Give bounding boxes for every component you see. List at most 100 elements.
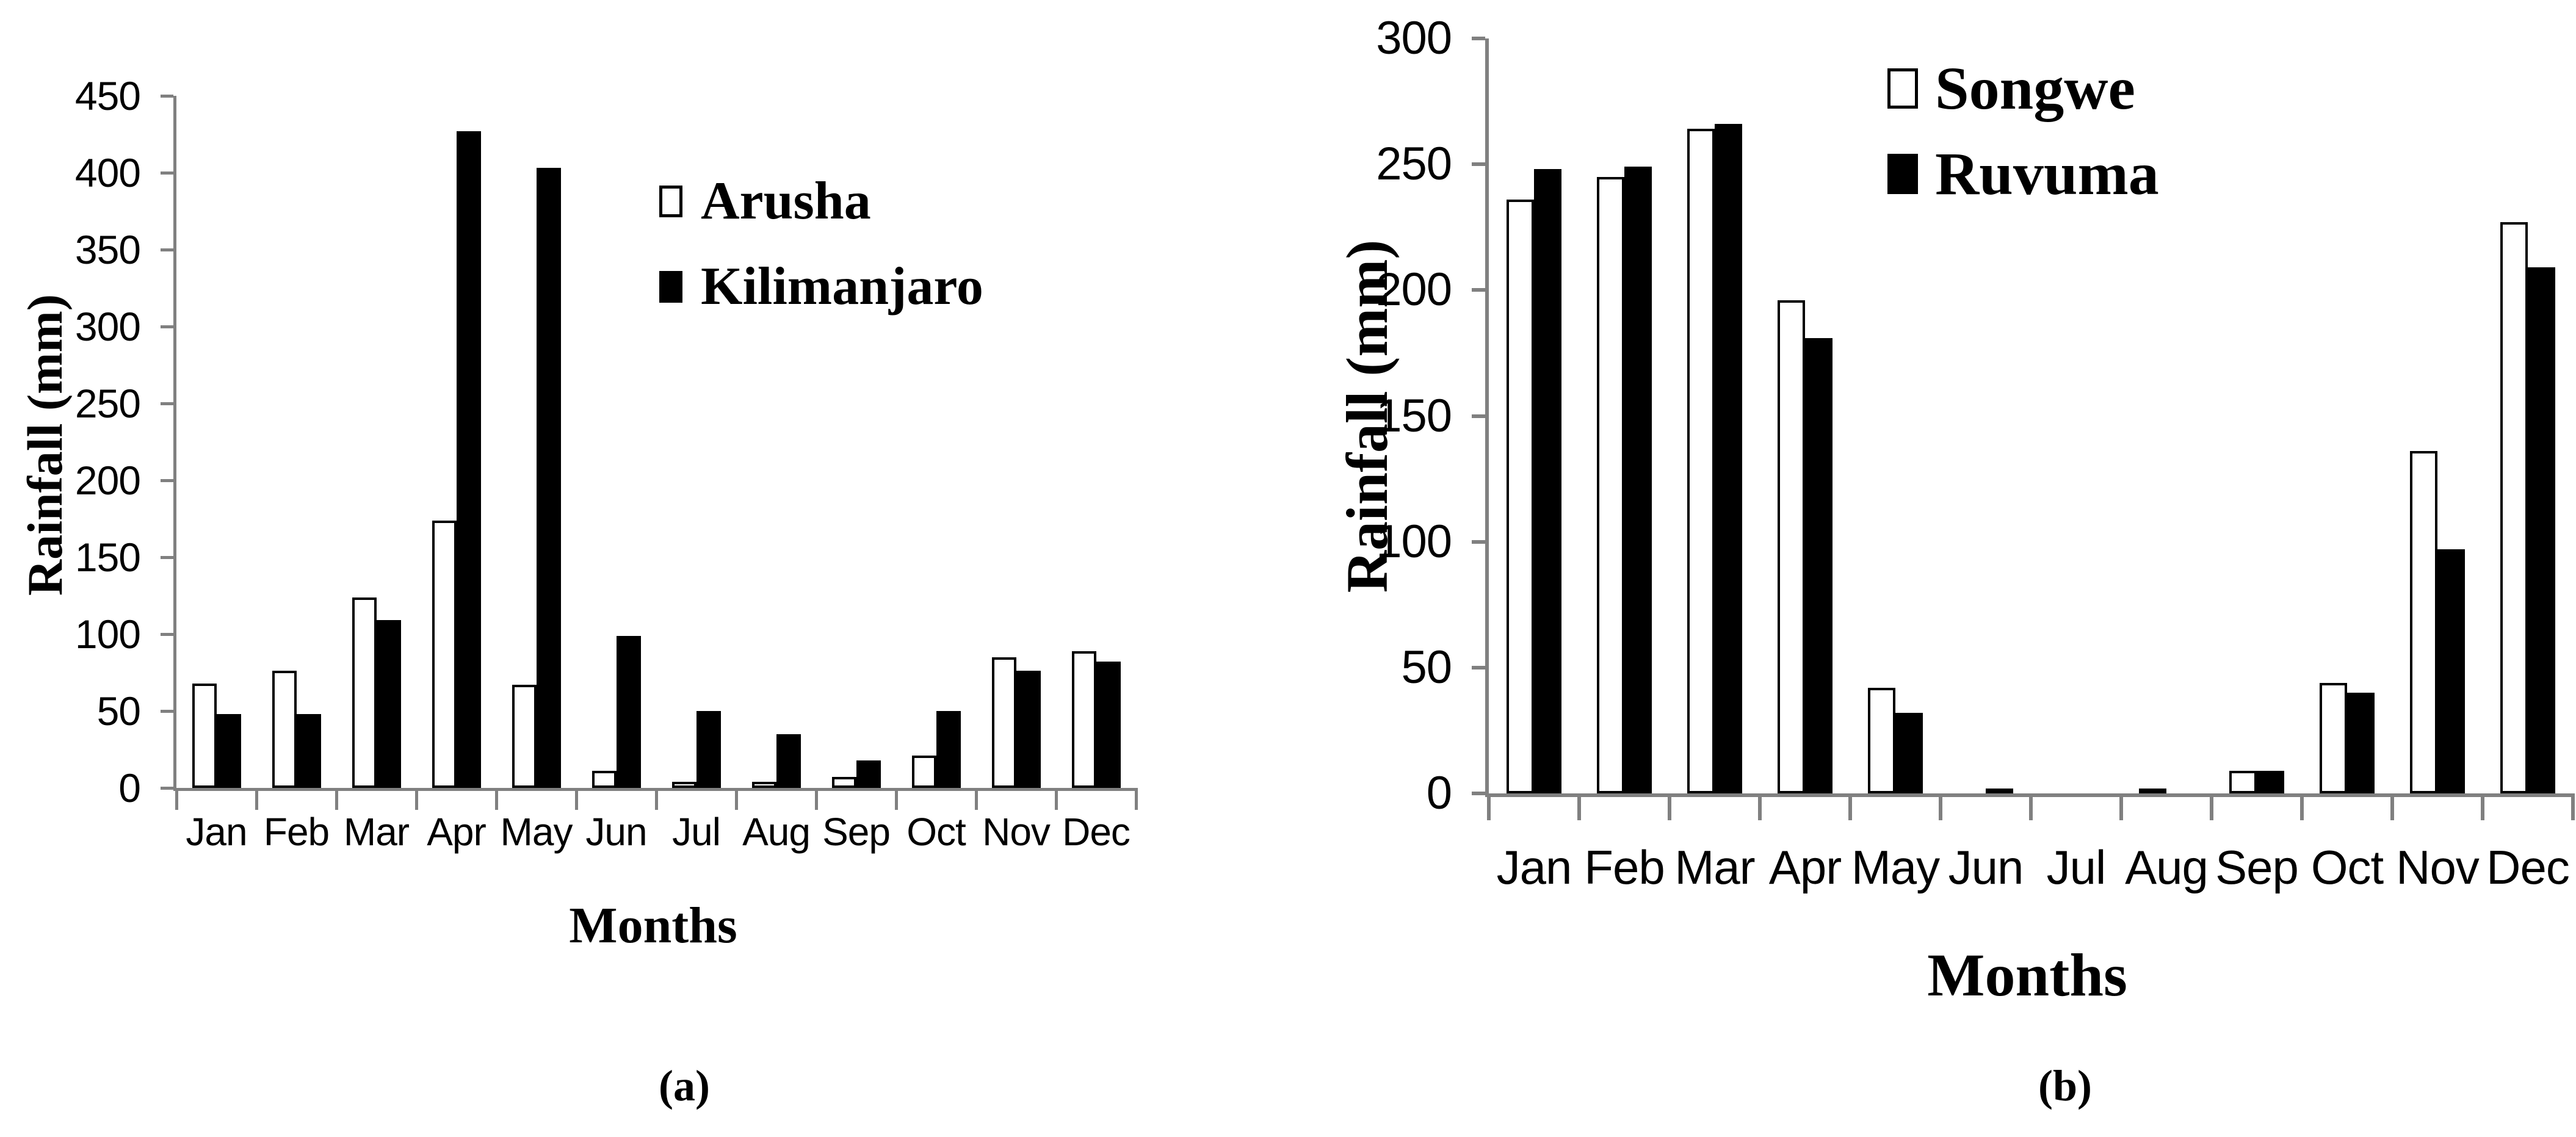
bar-a-aug-kilimanjaro [776, 734, 801, 788]
bar-b-mar-ruvuma [1715, 124, 1742, 793]
legend-swatch-ruvuma [1887, 154, 1918, 194]
y-tick-label-a-150: 150 [74, 535, 141, 580]
y-tick-b-300 [1472, 37, 1485, 40]
x-tick-label-b-jun: Jun [1948, 840, 2024, 894]
bar-a-mar-arusha [352, 597, 377, 788]
x-tick-label-b-may: May [1851, 840, 1940, 894]
legend-item-ruvuma: Ruvuma [1887, 143, 2159, 204]
y-tick-b-150 [1472, 414, 1485, 418]
x-tick-a-3 [415, 788, 418, 810]
x-tick-label-a-jul: Jul [672, 810, 721, 854]
panel-label-a: (a) [659, 1061, 710, 1110]
bar-a-apr-kilimanjaro [457, 131, 481, 788]
x-tick-b-6 [2029, 793, 2033, 820]
x-tick-b-5 [1939, 793, 1942, 820]
x-tick-label-b-oct: Oct [2310, 840, 2384, 894]
legend-a: Arusha Kilimanjaro [659, 175, 983, 353]
bar-b-apr-ruvuma [1805, 338, 1833, 793]
x-tick-label-a-sep: Sep [822, 810, 891, 854]
x-tick-a-4 [495, 788, 498, 810]
y-tick-a-200 [161, 479, 173, 482]
x-axis-title-b: Months [1927, 941, 2127, 1009]
x-tick-label-a-may: May [500, 810, 573, 854]
legend-label-songwe: Songwe [1935, 54, 2135, 122]
y-tick-label-b-50: 50 [1401, 641, 1452, 693]
x-tick-label-b-nov: Nov [2396, 840, 2480, 894]
bar-b-feb-songwe [1597, 177, 1624, 793]
x-tick-b-9 [2300, 793, 2304, 820]
legend-label-ruvuma: Ruvuma [1935, 140, 2159, 208]
x-tick-label-a-mar: Mar [343, 810, 410, 854]
bar-a-jun-kilimanjaro [617, 636, 641, 788]
y-tick-label-a-450: 450 [74, 73, 141, 118]
y-tick-b-100 [1472, 540, 1485, 544]
bar-b-jun-ruvuma [1986, 789, 2013, 793]
x-tick-b-11 [2481, 793, 2484, 820]
y-tick-label-b-300: 300 [1376, 12, 1452, 64]
plot-area-b: 300 250 200 150 100 50 0 Jan Feb Mar Apr May Jun Jul A… [1376, 12, 2575, 893]
x-tick-label-b-dec: Dec [2486, 840, 2570, 894]
y-tick-a-50 [161, 710, 173, 713]
x-axis-title-a: Months [569, 897, 737, 954]
x-tick-label-a-jan: Jan [186, 810, 247, 854]
legend-label-kilimanjaro: Kilimanjaro [701, 257, 983, 316]
x-tick-label-b-aug: Aug [2125, 840, 2209, 894]
legend-swatch-arusha [659, 186, 682, 217]
y-tick-label-a-50: 50 [96, 688, 141, 734]
x-tick-label-b-sep: Sep [2215, 840, 2299, 894]
bar-b-nov-songwe [2410, 451, 2437, 793]
x-tick-label-a-oct: Oct [906, 810, 966, 854]
x-tick-a-5 [575, 788, 578, 810]
x-tick-label-b-mar: Mar [1674, 840, 1755, 894]
x-tick-a-7 [735, 788, 738, 810]
y-tick-label-a-300: 300 [74, 304, 141, 349]
legend-label-arusha: Arusha [701, 171, 871, 231]
y-tick-a-450 [161, 95, 173, 98]
bar-b-dec-songwe [2500, 222, 2528, 793]
x-tick-label-a-nov: Nov [982, 810, 1051, 854]
y-tick-label-a-350: 350 [74, 227, 141, 272]
x-tick-a-1 [255, 788, 258, 810]
bar-b-feb-ruvuma [1624, 167, 1652, 793]
y-tick-a-150 [161, 556, 173, 559]
y-tick-a-0 [161, 787, 173, 790]
bar-a-jul-kilimanjaro [696, 711, 721, 788]
bar-b-jan-songwe [1507, 200, 1534, 793]
x-tick-label-b-jul: Jul [2046, 840, 2107, 894]
y-tick-a-100 [161, 633, 173, 636]
y-tick-a-300 [161, 325, 173, 328]
bar-b-sep-ruvuma [2257, 771, 2284, 793]
bar-a-jun-arusha [592, 771, 617, 788]
y-tick-label-a-0: 0 [118, 765, 141, 810]
bar-b-sep-songwe [2229, 771, 2257, 793]
x-tick-a-8 [815, 788, 818, 810]
bar-a-jan-kilimanjaro [217, 714, 241, 788]
y-tick-b-200 [1472, 288, 1485, 292]
x-tick-b-8 [2210, 793, 2213, 820]
x-tick-label-a-dec: Dec [1062, 810, 1131, 854]
y-tick-a-400 [161, 171, 173, 175]
legend-swatch-songwe [1887, 68, 1918, 109]
bar-a-dec-kilimanjaro [1096, 662, 1121, 788]
bar-b-oct-songwe [2320, 683, 2347, 793]
y-tick-label-b-250: 250 [1376, 138, 1452, 190]
x-tick-a-0 [175, 788, 178, 810]
bar-a-nov-kilimanjaro [1016, 671, 1041, 788]
bar-a-jan-arusha [192, 684, 217, 788]
y-tick-a-250 [161, 402, 173, 405]
legend-swatch-kilimanjaro [659, 271, 682, 303]
x-tick-b-2 [1668, 793, 1671, 820]
x-tick-label-a-feb: Feb [263, 810, 330, 854]
x-tick-a-6 [655, 788, 658, 810]
x-tick-label-b-feb: Feb [1584, 840, 1665, 894]
y-tick-b-50 [1472, 666, 1485, 670]
bar-a-dec-arusha [1072, 651, 1096, 788]
x-tick-b-12 [2571, 793, 2575, 820]
bar-b-aug-songwe [2139, 789, 2166, 793]
y-tick-label-a-100: 100 [74, 612, 141, 657]
x-tick-a-10 [975, 788, 978, 810]
x-tick-a-9 [895, 788, 898, 810]
bar-a-feb-arusha [272, 671, 297, 788]
legend-item-arusha: Arusha [659, 175, 983, 228]
